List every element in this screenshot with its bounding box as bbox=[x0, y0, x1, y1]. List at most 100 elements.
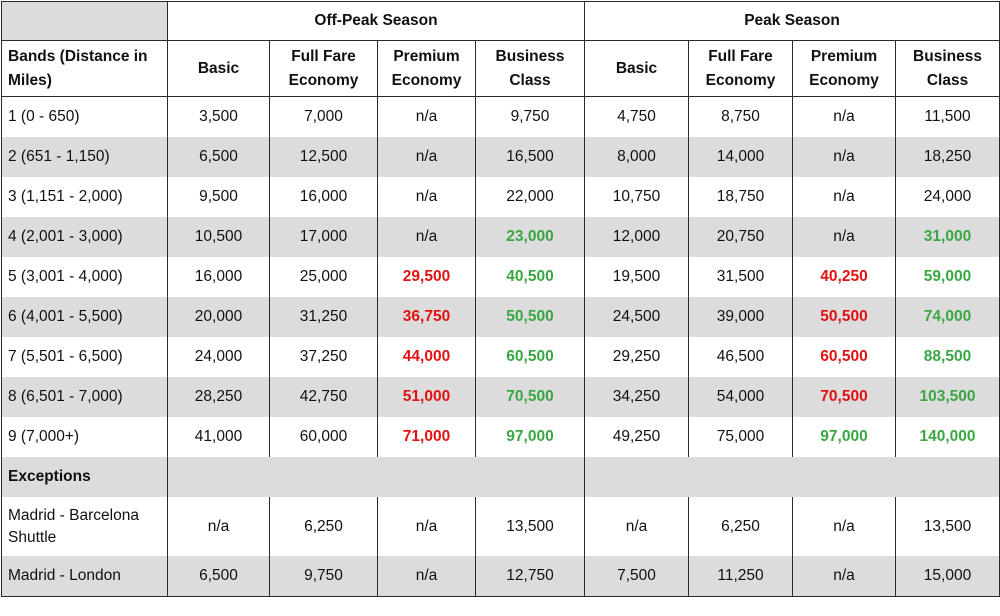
offpeak-full-fare-cell: 37,250 bbox=[269, 337, 378, 377]
peak-basic-cell: 24,500 bbox=[584, 297, 689, 337]
offpeak-business-header: Business Class bbox=[475, 40, 585, 97]
band-label: 5 (3,001 - 4,000) bbox=[1, 257, 168, 297]
peak-full-fare-cell: 6,250 bbox=[688, 497, 793, 556]
peak-full-fare-cell: 54,000 bbox=[688, 377, 793, 417]
peak-basic-cell: 10,750 bbox=[584, 177, 689, 217]
table-row: 2 (651 - 1,150) 6,500 12,500 n/a 16,500 … bbox=[1, 137, 1000, 177]
peak-season-header: Peak Season bbox=[583, 1, 1000, 41]
offpeak-premium-cell: 51,000 bbox=[377, 377, 476, 417]
offpeak-full-fare-cell: 7,000 bbox=[269, 96, 378, 137]
peak-premium-cell: n/a bbox=[792, 177, 896, 217]
peak-full-fare-header: Full Fare Economy bbox=[688, 40, 793, 97]
offpeak-business-cell: 23,000 bbox=[475, 217, 585, 257]
peak-basic-cell: n/a bbox=[584, 497, 689, 556]
offpeak-premium-cell: 29,500 bbox=[377, 257, 476, 297]
peak-basic-cell: 49,250 bbox=[584, 417, 689, 457]
offpeak-business-cell: 70,500 bbox=[475, 377, 585, 417]
table-row: 5 (3,001 - 4,000) 16,000 25,000 29,500 4… bbox=[1, 257, 1000, 297]
peak-basic-cell: 8,000 bbox=[584, 137, 689, 177]
offpeak-full-fare-cell: 9,750 bbox=[269, 556, 378, 597]
band-label: 9 (7,000+) bbox=[1, 417, 168, 457]
peak-full-fare-cell: 31,500 bbox=[688, 257, 793, 297]
peak-business-cell: 15,000 bbox=[894, 556, 1000, 597]
exceptions-header-row: Exceptions bbox=[1, 457, 1000, 497]
offpeak-full-fare-header: Full Fare Economy bbox=[269, 40, 378, 97]
offpeak-basic-header: Basic bbox=[167, 40, 270, 97]
peak-business-header: Business Class bbox=[894, 40, 1000, 97]
band-label: 3 (1,151 - 2,000) bbox=[1, 177, 168, 217]
offpeak-business-cell: 50,500 bbox=[475, 297, 585, 337]
offpeak-premium-cell: n/a bbox=[377, 217, 476, 257]
offpeak-premium-cell: n/a bbox=[377, 497, 476, 556]
offpeak-basic-cell: 20,000 bbox=[167, 297, 270, 337]
peak-basic-cell: 29,250 bbox=[584, 337, 689, 377]
peak-business-cell: 18,250 bbox=[894, 137, 1000, 177]
band-label: 7 (5,501 - 6,500) bbox=[1, 337, 168, 377]
offpeak-full-fare-cell: 25,000 bbox=[269, 257, 378, 297]
exceptions-peak-blank bbox=[583, 457, 1000, 497]
offpeak-full-fare-cell: 60,000 bbox=[269, 417, 378, 457]
offpeak-business-cell: 40,500 bbox=[475, 257, 585, 297]
peak-premium-cell: 40,250 bbox=[792, 257, 896, 297]
peak-business-cell: 74,000 bbox=[894, 297, 1000, 337]
table-row: 7 (5,501 - 6,500) 24,000 37,250 44,000 6… bbox=[1, 337, 1000, 377]
offpeak-full-fare-cell: 12,500 bbox=[269, 137, 378, 177]
peak-business-cell: 88,500 bbox=[894, 337, 1000, 377]
offpeak-premium-cell: 44,000 bbox=[377, 337, 476, 377]
peak-full-fare-cell: 75,000 bbox=[688, 417, 793, 457]
offpeak-full-fare-cell: 31,250 bbox=[269, 297, 378, 337]
peak-basic-cell: 4,750 bbox=[584, 96, 689, 137]
peak-business-cell: 11,500 bbox=[894, 96, 1000, 137]
peak-business-cell: 59,000 bbox=[894, 257, 1000, 297]
offpeak-business-cell: 16,500 bbox=[475, 137, 585, 177]
table-row: 3 (1,151 - 2,000) 9,500 16,000 n/a 22,00… bbox=[1, 177, 1000, 217]
offpeak-business-cell: 9,750 bbox=[475, 96, 585, 137]
table-row: 1 (0 - 650) 3,500 7,000 n/a 9,750 4,750 … bbox=[1, 96, 1000, 137]
band-label: 8 (6,501 - 7,000) bbox=[1, 377, 168, 417]
offpeak-business-cell: 12,750 bbox=[475, 556, 585, 597]
offpeak-season-header: Off-Peak Season bbox=[167, 1, 585, 41]
peak-basic-cell: 12,000 bbox=[584, 217, 689, 257]
peak-business-cell: 140,000 bbox=[894, 417, 1000, 457]
peak-business-cell: 24,000 bbox=[894, 177, 1000, 217]
band-label: 4 (2,001 - 3,000) bbox=[1, 217, 168, 257]
peak-full-fare-cell: 20,750 bbox=[688, 217, 793, 257]
table-row: 6 (4,001 - 5,500) 20,000 31,250 36,750 5… bbox=[1, 297, 1000, 337]
exceptions-label: Exceptions bbox=[1, 457, 168, 497]
peak-business-cell: 13,500 bbox=[894, 497, 1000, 556]
peak-premium-cell: n/a bbox=[792, 497, 896, 556]
offpeak-premium-header: Premium Economy bbox=[377, 40, 476, 97]
offpeak-basic-cell: 6,500 bbox=[167, 556, 270, 597]
corner-cell bbox=[1, 1, 168, 41]
peak-business-cell: 31,000 bbox=[894, 217, 1000, 257]
offpeak-full-fare-cell: 6,250 bbox=[269, 497, 378, 556]
offpeak-premium-cell: 36,750 bbox=[377, 297, 476, 337]
column-header-row: Bands (Distance in Miles) Basic Full Far… bbox=[1, 40, 1000, 97]
route-label: Madrid - Barcelona Shuttle bbox=[1, 497, 168, 556]
offpeak-basic-cell: 28,250 bbox=[167, 377, 270, 417]
offpeak-basic-cell: 24,000 bbox=[167, 337, 270, 377]
offpeak-premium-cell: n/a bbox=[377, 137, 476, 177]
offpeak-business-cell: 97,000 bbox=[475, 417, 585, 457]
band-label: 1 (0 - 650) bbox=[1, 96, 168, 137]
award-chart-table: Off-Peak Season Peak Season Bands (Dista… bbox=[1, 1, 1000, 597]
offpeak-basic-cell: 3,500 bbox=[167, 96, 270, 137]
band-label: 2 (651 - 1,150) bbox=[1, 137, 168, 177]
peak-premium-cell: 70,500 bbox=[792, 377, 896, 417]
offpeak-business-cell: 60,500 bbox=[475, 337, 585, 377]
offpeak-full-fare-cell: 42,750 bbox=[269, 377, 378, 417]
offpeak-basic-cell: 9,500 bbox=[167, 177, 270, 217]
table-row: 4 (2,001 - 3,000) 10,500 17,000 n/a 23,0… bbox=[1, 217, 1000, 257]
peak-premium-cell: n/a bbox=[792, 217, 896, 257]
peak-premium-cell: 50,500 bbox=[792, 297, 896, 337]
peak-full-fare-cell: 18,750 bbox=[688, 177, 793, 217]
band-label: 6 (4,001 - 5,500) bbox=[1, 297, 168, 337]
season-group-row: Off-Peak Season Peak Season bbox=[1, 1, 1000, 41]
offpeak-premium-cell: n/a bbox=[377, 96, 476, 137]
offpeak-basic-cell: 10,500 bbox=[167, 217, 270, 257]
peak-premium-cell: n/a bbox=[792, 137, 896, 177]
offpeak-basic-cell: 6,500 bbox=[167, 137, 270, 177]
peak-premium-header: Premium Economy bbox=[792, 40, 896, 97]
exceptions-offpeak-blank bbox=[167, 457, 585, 497]
offpeak-business-cell: 22,000 bbox=[475, 177, 585, 217]
